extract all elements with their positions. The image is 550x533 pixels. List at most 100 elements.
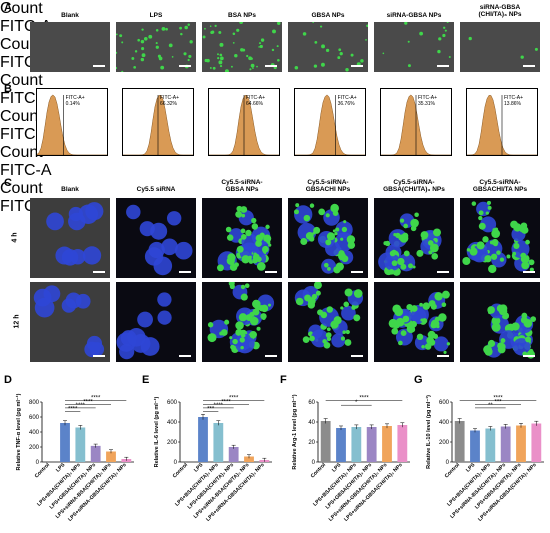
significance-label: *	[355, 400, 358, 406]
bar	[366, 427, 377, 462]
gate-name: FITC-A+	[160, 95, 180, 101]
fluorescence-dots	[382, 22, 451, 68]
scale-bar	[523, 271, 535, 273]
row-a-title-line: siRNA-GBSA	[479, 4, 521, 11]
row-c-title-line: Cy5.5-siRNA-	[479, 179, 521, 186]
scale-bar	[437, 355, 449, 357]
y-axis-label: Relative Arg-1 level (pg ml⁻¹)	[291, 394, 298, 469]
row-c-title: Cy5.5-siRNA- GBSA(CHI/TA)₃ NPs	[374, 179, 454, 193]
scale-bar	[265, 271, 277, 273]
panel-label-c: C	[4, 177, 12, 189]
gate-percent: 13.86%	[504, 101, 521, 107]
fluorescence-image	[460, 22, 540, 72]
gate-percent: 36.76%	[337, 101, 355, 107]
panel-label-g: G	[414, 374, 423, 386]
row-c-title: Blank	[30, 186, 110, 193]
bar	[90, 445, 101, 462]
bar	[470, 430, 480, 462]
fluorescence-dots	[202, 22, 281, 72]
row-a-title-line: Blank	[61, 12, 79, 19]
significance-label: ****	[83, 399, 93, 405]
confocal-image	[288, 282, 368, 362]
row-a-title-line: BSA NPs	[228, 12, 256, 19]
row-c-title: Cy5.5-siRNA- GBSA NPs	[202, 179, 282, 193]
y-tick-label: 60	[308, 400, 315, 406]
histogram-plot	[467, 95, 537, 156]
confocal-image	[202, 198, 282, 278]
bar	[382, 426, 392, 462]
panel-label-b: B	[4, 83, 12, 95]
fluorescence-image	[116, 22, 196, 72]
panel-label-a: A	[4, 2, 12, 14]
bar	[198, 417, 208, 462]
cytokine-chart-g: 0 200 400 600 Relative IL-10 level (pg ml⁻¹)…	[425, 395, 544, 523]
gate-percent: 66.32%	[160, 101, 177, 107]
gate-name: FITC-A+	[337, 95, 357, 101]
significance-label: ****	[91, 396, 101, 402]
significance-label: ***	[494, 399, 502, 405]
bar	[397, 425, 408, 462]
y-axis-label: Count	[0, 108, 43, 125]
panel-label-f: F	[280, 374, 287, 386]
confocal-cells	[378, 212, 442, 276]
flow-histogram: FITC-A+ 64.66%	[208, 88, 280, 156]
scale-bar	[93, 271, 105, 273]
bar	[228, 447, 239, 462]
x-axis-label: FITC-A	[0, 162, 52, 179]
scale-bar	[437, 271, 449, 273]
row-a-title: GBSA NPs	[288, 12, 368, 19]
gate-percent: 64.66%	[246, 101, 263, 107]
bar	[106, 451, 116, 462]
flow-histogram: FITC-A+ 0.14%	[36, 88, 108, 156]
gate-name: FITC-A+	[246, 95, 266, 101]
row-c-title: Cy5.5-siRNA- GBSACHI NPs	[288, 179, 368, 193]
gate-name: FITC-A+	[504, 95, 524, 101]
y-tick-label: 200	[439, 440, 450, 446]
scale-bar	[523, 65, 535, 67]
significance-label: ****	[68, 407, 78, 413]
significance-label: ***	[207, 407, 215, 413]
bar	[213, 423, 224, 462]
confocal-cells	[483, 303, 537, 359]
histogram-plot	[381, 94, 451, 156]
confocal-image	[460, 282, 540, 362]
confocal-cells	[388, 290, 451, 354]
confocal-cells	[462, 200, 535, 274]
gate-percent: 0.14%	[65, 101, 80, 107]
panel-label-d: D	[4, 374, 12, 386]
scale-bar	[93, 65, 105, 67]
row-c-title-line: Cy5.5 siRNA	[136, 186, 176, 193]
y-tick-label: 400	[167, 420, 178, 426]
scale-bar	[351, 271, 363, 273]
scale-bar	[179, 271, 191, 273]
significance-label: ****	[229, 396, 239, 402]
y-axis-label: Count	[0, 72, 43, 89]
row-a-title: siRNA-GBSA NPs	[374, 12, 454, 19]
confocal-image	[30, 282, 110, 362]
scale-bar	[265, 355, 277, 357]
significance-label: ****	[359, 396, 369, 402]
row-c-title-line: GBSACHI/TA NPs	[472, 186, 528, 193]
gate-label: FITC-A+ 13.86%	[504, 95, 523, 107]
gate-name: FITC-A+	[418, 95, 438, 101]
row-c-title-line: Cy5.5-siRNA-	[221, 179, 263, 186]
row-c-title: Cy5.5-siRNA- GBSACHI/TA NPs	[460, 179, 540, 193]
significance-label: ****	[493, 396, 503, 402]
scale-bar	[351, 355, 363, 357]
row-c-title-line: GBSA NPs	[225, 186, 259, 193]
scale-bar	[523, 355, 535, 357]
cytokine-chart-d: 0 200 400 600 800 Relative TNF-α level (pg ml…	[15, 393, 134, 523]
scale-bar	[437, 65, 449, 67]
bar	[244, 456, 254, 462]
row-c-title-line: Cy5.5-siRNA-	[307, 179, 349, 186]
y-tick-label: 0	[36, 460, 40, 466]
row-a-title-line: siRNA-GBSA NPs	[386, 12, 442, 19]
gate-label: FITC-A+ 66.32%	[160, 95, 179, 107]
row-a-title: BSA NPs	[202, 12, 282, 19]
scale-bar	[265, 65, 277, 67]
bar	[320, 421, 331, 462]
panel-label-e: E	[142, 374, 150, 386]
x-tick-label: LPS	[193, 462, 205, 474]
